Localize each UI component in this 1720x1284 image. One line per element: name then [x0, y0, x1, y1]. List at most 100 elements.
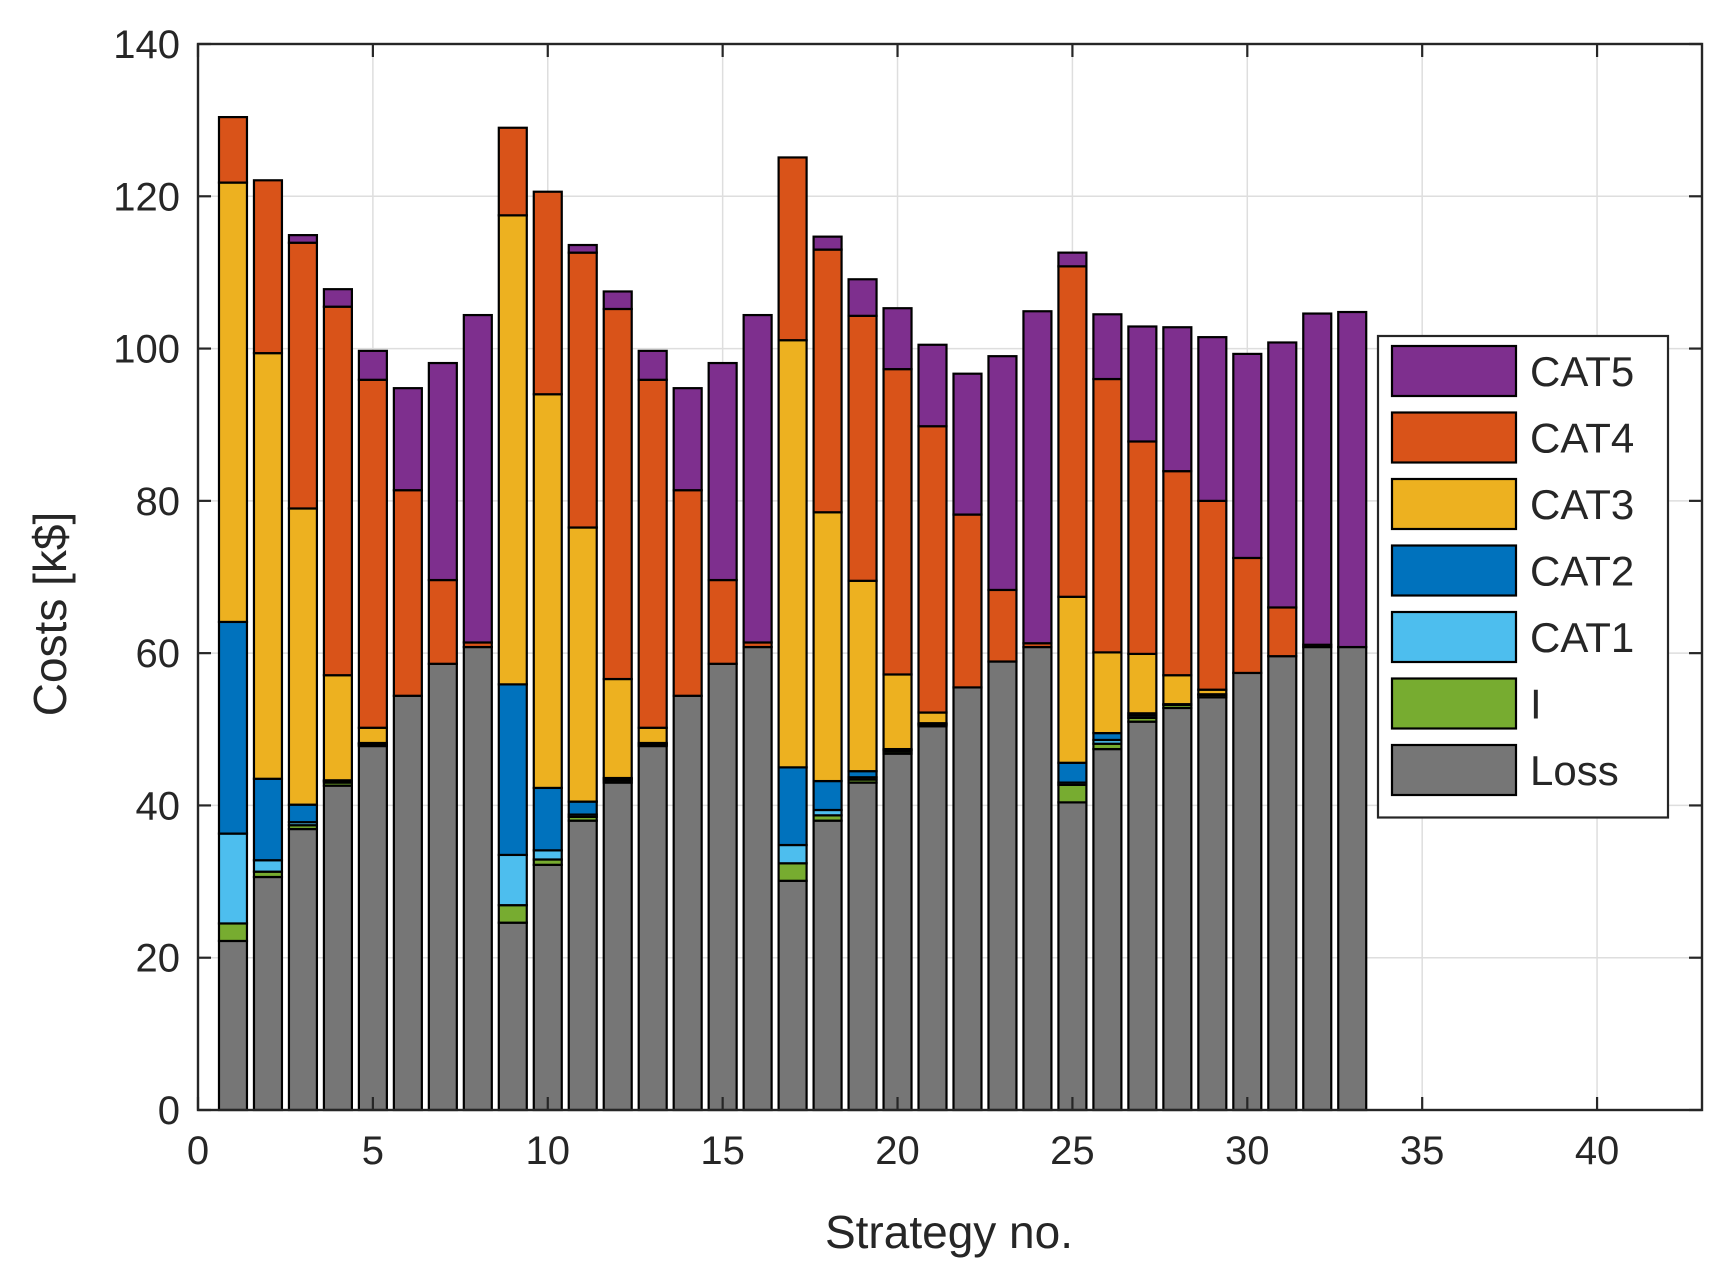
bar-segment	[847, 278, 878, 317]
bar-segment	[217, 115, 249, 184]
bar-segment	[322, 305, 353, 677]
bar-segment	[532, 190, 563, 396]
bar-segment	[1092, 377, 1123, 654]
legend-swatch	[1390, 677, 1518, 730]
bar-segment	[567, 526, 598, 803]
bar-segment	[1197, 499, 1228, 691]
bar-segment	[357, 349, 388, 381]
axes-box	[196, 42, 1704, 1112]
bar-segment	[1127, 652, 1158, 715]
bar-segment	[1197, 336, 1228, 502]
legend-label: CAT1	[1530, 614, 1634, 661]
y-tick-label: 20	[136, 937, 181, 981]
legend-label: Loss	[1530, 747, 1619, 794]
bar-segment	[777, 156, 808, 342]
bar-segment	[287, 803, 319, 824]
bar-segment	[1232, 671, 1263, 1112]
bar-segment	[602, 307, 633, 681]
bar-segment	[1127, 720, 1158, 1112]
x-tick-label: 35	[1400, 1129, 1445, 1173]
x-tick-label: 5	[362, 1129, 384, 1173]
legend: CAT5 CAT4 CAT3 CAT2 CAT1 I Loss	[1376, 334, 1670, 819]
bar-segment	[322, 784, 353, 1112]
bar-segment	[1162, 326, 1193, 473]
bar-segment	[1197, 696, 1228, 1112]
bar-segment	[882, 307, 913, 371]
legend-label: I	[1530, 681, 1542, 728]
bar-segment	[1302, 312, 1333, 646]
legend-swatch	[1390, 743, 1518, 797]
bar-segment	[1127, 325, 1158, 443]
bar-segment	[812, 779, 843, 812]
x-tick-label: 20	[875, 1129, 920, 1173]
bar-segment	[672, 694, 703, 1112]
legend-label: CAT3	[1530, 481, 1634, 528]
bar-segment	[287, 234, 319, 244]
bar-segment	[1302, 645, 1333, 1112]
bar-segment	[847, 314, 878, 582]
bar-segment	[532, 393, 563, 790]
bar-segment	[637, 378, 668, 729]
bar-segment	[392, 489, 423, 697]
bar-segment	[287, 507, 319, 806]
bar-segment	[1092, 651, 1123, 735]
x-tick-label: 0	[187, 1129, 209, 1173]
bar-segment	[357, 726, 388, 745]
bar-segment	[987, 660, 1018, 1112]
bar-segment	[1337, 645, 1368, 1112]
bar-segment	[462, 645, 493, 1112]
bar-segment	[357, 744, 388, 1112]
bar-segment	[1092, 313, 1123, 381]
bar-segment	[602, 781, 633, 1112]
bar-segment	[322, 288, 353, 308]
bar-segment	[707, 578, 738, 665]
bar-segment	[882, 752, 913, 1112]
bar-segment	[392, 694, 423, 1112]
bar-segment	[252, 875, 284, 1112]
bar-segment	[217, 922, 249, 943]
bar-segment	[777, 766, 808, 847]
y-tick-label: 60	[136, 632, 181, 676]
bar-segment	[252, 179, 284, 355]
bar-segment	[392, 387, 423, 492]
bar-segment	[1162, 706, 1193, 1112]
bar-segment	[1267, 606, 1298, 658]
bar-segment	[812, 235, 843, 251]
bar-segment	[287, 827, 319, 1112]
bar-segment	[427, 578, 458, 665]
bar-segment	[882, 368, 913, 676]
y-axis-label: Costs [k$]	[24, 512, 76, 717]
bar-segment	[637, 349, 668, 381]
bar-segment	[812, 248, 843, 514]
bar-segment	[672, 387, 703, 492]
y-tick-label: 100	[113, 328, 180, 372]
bar-segment	[1337, 310, 1368, 649]
legend-swatch	[1390, 344, 1518, 398]
bar-segment	[252, 777, 284, 862]
bar-segment	[322, 674, 353, 782]
bar-segment	[777, 879, 808, 1112]
bar-segment	[952, 513, 983, 689]
legend-label: CAT4	[1530, 415, 1634, 462]
y-tick-label: 40	[136, 784, 181, 828]
y-tick-label: 80	[136, 480, 181, 524]
bar-segment	[1057, 595, 1088, 764]
x-tick-label: 30	[1225, 1129, 1270, 1173]
bar-segment	[497, 853, 528, 907]
x-axis-label: Strategy no.	[825, 1206, 1073, 1258]
axes	[196, 42, 1704, 1112]
bar-segment	[672, 489, 703, 697]
bar-segment	[567, 251, 598, 529]
bar-segment	[707, 662, 738, 1112]
bar-segment	[1022, 645, 1053, 1112]
x-tick-label: 40	[1575, 1129, 1620, 1173]
bar-segment	[1022, 310, 1053, 645]
bar-segment	[252, 859, 284, 873]
bar-segment	[637, 744, 668, 1112]
bar-segment	[287, 241, 319, 510]
y-tick-label: 120	[113, 175, 180, 219]
bar-segment	[427, 361, 458, 582]
bar-segment	[987, 355, 1018, 592]
